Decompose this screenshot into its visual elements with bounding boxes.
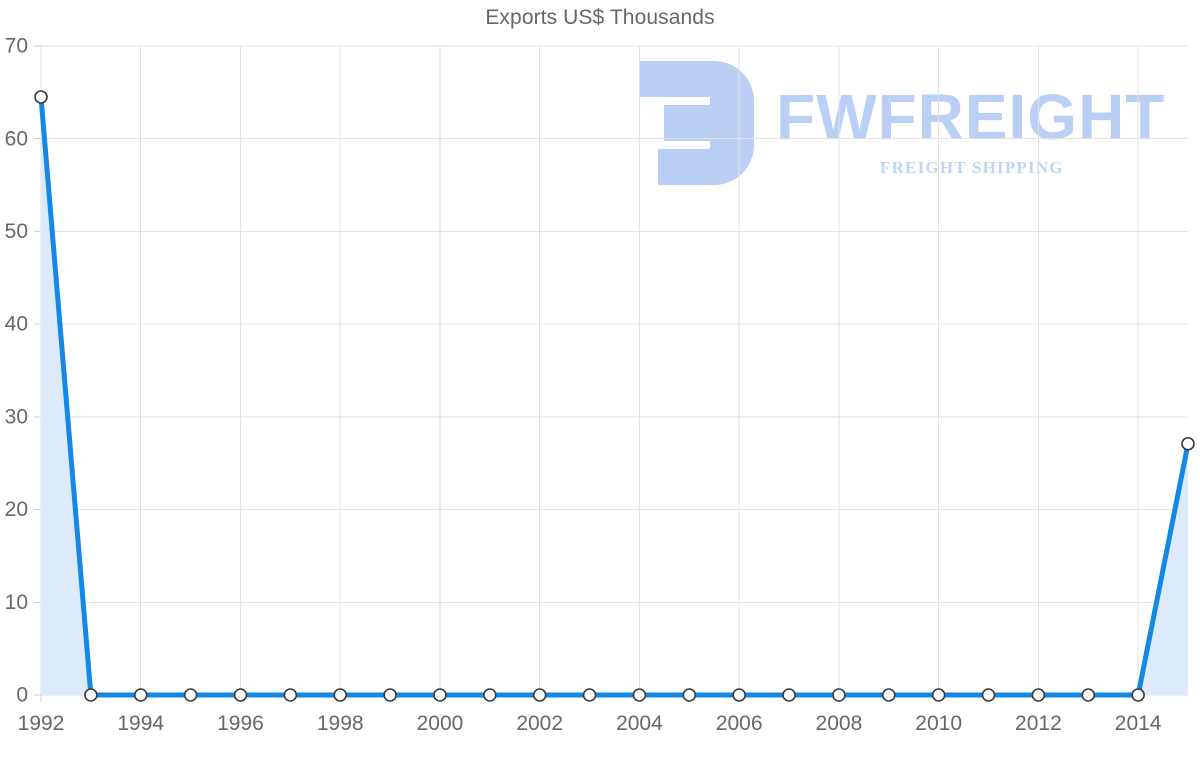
data-point-marker[interactable] (133, 688, 148, 702)
series-line (38, 94, 1191, 698)
data-point-marker[interactable] (383, 688, 397, 702)
x-tick-label: 2000 (417, 712, 464, 735)
series-group (34, 90, 1195, 702)
series-markers (34, 90, 1195, 702)
data-point-marker[interactable] (931, 688, 946, 702)
data-point-marker[interactable] (1081, 688, 1096, 702)
series-area-fill (41, 96, 1188, 696)
y-tick-label: 70 (5, 35, 28, 58)
data-point-marker[interactable] (1181, 436, 1195, 451)
x-tick-label: 2008 (816, 712, 863, 735)
x-gridlines (40, 46, 1139, 702)
data-point-marker[interactable] (981, 688, 996, 702)
data-point-marker[interactable] (1031, 688, 1046, 702)
data-point-marker[interactable] (632, 688, 647, 702)
x-tick-label: 2014 (1115, 712, 1162, 735)
x-axis-tick-labels: 1992 1994 1996 1998 2000 2002 2004 2006 2008 2010… (18, 712, 1162, 735)
x-tick-label: 2010 (915, 712, 962, 735)
x-tick-label: 2012 (1015, 712, 1062, 735)
y-tick-label: 0 (16, 684, 28, 707)
y-tick-label: 40 (5, 313, 28, 336)
x-tick-label: 1996 (217, 712, 264, 735)
x-tick-label: 1998 (317, 712, 364, 735)
data-point-marker[interactable] (582, 688, 597, 702)
x-tick-label: 2002 (516, 712, 563, 735)
data-point-marker[interactable] (532, 688, 547, 702)
data-point-marker[interactable] (732, 688, 746, 702)
data-point-marker[interactable] (682, 688, 697, 702)
data-point-marker[interactable] (881, 688, 896, 702)
data-point-marker[interactable] (433, 688, 447, 702)
y-tick-label: 60 (5, 127, 28, 150)
data-point-marker[interactable] (333, 688, 348, 702)
data-point-marker[interactable] (1131, 688, 1145, 702)
y-gridlines (34, 45, 1188, 696)
y-tick-label: 20 (5, 498, 28, 521)
x-tick-label: 1994 (117, 712, 164, 735)
x-tick-label: 2004 (616, 712, 663, 735)
x-tick-label: 2006 (716, 712, 763, 735)
data-point-marker[interactable] (283, 688, 298, 702)
data-point-marker[interactable] (483, 688, 497, 702)
data-point-marker[interactable] (183, 688, 198, 702)
chart-title: Exports US$ Thousands (485, 6, 715, 29)
y-tick-label: 30 (5, 405, 28, 428)
y-tick-label: 50 (5, 220, 28, 243)
x-tick-label: 1992 (18, 712, 65, 735)
data-point-marker[interactable] (782, 688, 796, 702)
data-point-marker[interactable] (233, 688, 248, 702)
y-tick-label: 10 (5, 591, 28, 614)
data-point-marker[interactable] (34, 90, 48, 104)
y-axis-tick-labels: 0 10 20 30 40 50 60 70 (5, 35, 28, 707)
data-point-marker[interactable] (832, 688, 846, 702)
data-point-marker[interactable] (84, 688, 98, 702)
